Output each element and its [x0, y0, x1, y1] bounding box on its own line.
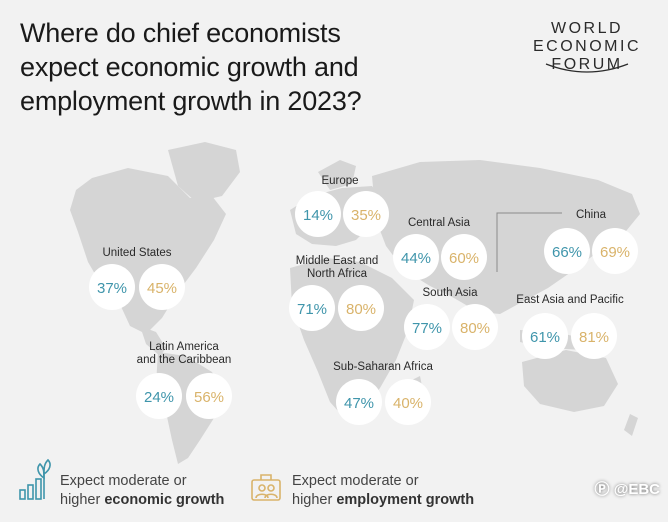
legend-employment-plain: higher [292, 492, 337, 508]
region-central-asia: Central Asia 44% 60% [393, 217, 487, 280]
legend-employment-line1: Expect moderate or [292, 473, 419, 489]
region-china: China 66% 69% [544, 209, 638, 274]
watermark: Ⓟ @EBC [595, 478, 660, 499]
bar-chart-sprout-icon [19, 458, 51, 500]
employment-bubble [338, 285, 384, 331]
economic-value-label: 14% [303, 207, 333, 224]
region-united-states: United States 37% 45% [89, 247, 185, 310]
region-label: Europe [321, 175, 358, 187]
region-groups: Europe 14% 35% United States 37% 45% Central A… [89, 175, 638, 425]
employment-value-label: 69% [600, 244, 630, 261]
region-label: North Africa [307, 268, 368, 280]
region-label: East Asia and Pacific [516, 294, 624, 306]
economic-value-label: 37% [97, 280, 127, 297]
title-line: employment growth in 2023? [20, 86, 362, 116]
region-europe: Europe 14% 35% [295, 175, 389, 237]
region-label: and the Caribbean [137, 354, 232, 366]
employment-value-label: 80% [346, 301, 376, 318]
economic-bubble [522, 313, 568, 359]
logo-line: ECONOMIC [533, 38, 641, 55]
employment-bubble [385, 379, 431, 425]
logo-line: WORLD [550, 20, 624, 37]
employment-bubble [571, 313, 617, 359]
logo-line: FORUM [551, 56, 623, 73]
region-label: Latin America [149, 341, 219, 353]
economic-value-label: 47% [344, 395, 374, 412]
economic-bubble [404, 304, 450, 350]
employment-bubble [441, 234, 487, 280]
legend-employment-line2: higher employment growth [292, 491, 474, 510]
employment-value-label: 45% [147, 280, 177, 297]
legend-economic-line1: Expect moderate or [60, 473, 187, 489]
economic-value-label: 24% [144, 389, 174, 406]
title-line: Where do chief economists [20, 18, 341, 48]
legend-employment: Expect moderate or higher employment gro… [292, 472, 474, 510]
economic-value-label: 61% [530, 329, 560, 346]
legend-economic-plain: higher [60, 492, 105, 508]
economic-value-label: 77% [412, 320, 442, 337]
region-label: South Asia [423, 287, 479, 299]
social-logo-icon: Ⓟ [594, 481, 610, 498]
region-east-asia-pacific: East Asia and Pacific 61% 81% [516, 294, 624, 359]
economic-value-label: 66% [552, 244, 582, 261]
employment-bubble [139, 264, 185, 310]
watermark-text: @EBC [613, 481, 660, 498]
employment-value-label: 56% [194, 389, 224, 406]
employment-bubble [452, 304, 498, 350]
employment-bubble [343, 191, 389, 237]
employment-value-label: 40% [393, 395, 423, 412]
employment-bubble [592, 228, 638, 274]
economic-bubble [393, 234, 439, 280]
employment-value-label: 60% [449, 250, 479, 267]
wef-logo: WORLD ECONOMIC FORUM [528, 20, 646, 74]
region-label: China [576, 209, 607, 221]
region-label: Central Asia [408, 217, 471, 229]
title-line: expect economic growth and [20, 52, 359, 82]
region-label: United States [102, 247, 171, 259]
legend-economic-line2: higher economic growth [60, 491, 224, 510]
economic-value-label: 71% [297, 301, 327, 318]
china-leader-line [496, 212, 562, 272]
employment-value-label: 35% [351, 207, 381, 224]
logo-arc-icon [545, 63, 629, 73]
employment-value-label: 80% [460, 320, 490, 337]
economic-bubble [336, 379, 382, 425]
region-sub-saharan-africa: Sub-Saharan Africa 47% 40% [333, 361, 433, 425]
region-label: Middle East and [296, 255, 378, 267]
economic-bubble [544, 228, 590, 274]
economic-value-label: 44% [401, 250, 431, 267]
economic-bubble [136, 373, 182, 419]
briefcase-people-icon [251, 474, 281, 501]
region-south-asia: South Asia 77% 80% [404, 287, 498, 350]
employment-bubble [186, 373, 232, 419]
legend-economic-bold: economic growth [104, 492, 225, 508]
economic-bubble [295, 191, 341, 237]
legend-economic: Expect moderate or higher economic growt… [60, 472, 224, 510]
region-label: Sub-Saharan Africa [333, 361, 433, 373]
employment-value-label: 81% [579, 329, 609, 346]
legend-employment-bold: employment growth [336, 492, 475, 508]
chart-title: Where do chief economists expect economi… [20, 16, 460, 118]
economic-bubble [289, 285, 335, 331]
economic-bubble [89, 264, 135, 310]
